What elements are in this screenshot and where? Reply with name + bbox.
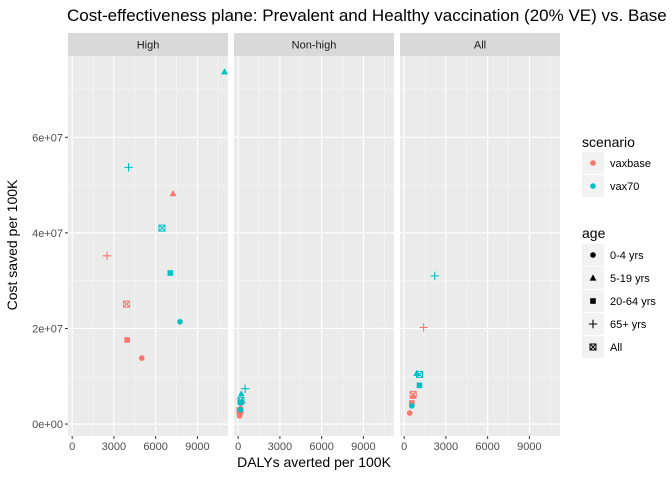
facet-strip bbox=[234, 33, 394, 56]
panel-background bbox=[400, 56, 560, 436]
data-point bbox=[409, 400, 415, 406]
data-point bbox=[240, 384, 250, 393]
facet-panel: All 0 3000 6000 9000 bbox=[400, 33, 560, 453]
x-tick-label: 3000 bbox=[102, 441, 126, 453]
data-point bbox=[221, 68, 228, 75]
data-point bbox=[169, 190, 177, 197]
x-tick-label: 9000 bbox=[517, 441, 541, 453]
data-point bbox=[102, 251, 112, 260]
data-point bbox=[409, 390, 417, 398]
legend-label: 20-64 yrs bbox=[610, 296, 656, 308]
y-tick-label: 2e+07 bbox=[32, 323, 63, 335]
data-point bbox=[124, 163, 133, 172]
legend-label: 65+ yrs bbox=[610, 319, 647, 331]
data-point bbox=[138, 355, 145, 361]
x-tick-label: 0 bbox=[235, 441, 241, 453]
facet-strip-label: High bbox=[137, 40, 160, 52]
data-point bbox=[122, 300, 130, 308]
data-point bbox=[419, 323, 428, 332]
facet-strip bbox=[400, 33, 560, 56]
data-point bbox=[409, 403, 415, 409]
legend-title: scenario bbox=[582, 134, 635, 150]
panel-background bbox=[234, 56, 394, 436]
facet-panel: High 0 3000 6000 9000 bbox=[68, 33, 228, 453]
x-tick-label: 9000 bbox=[185, 441, 209, 453]
x-tick-label: 3000 bbox=[268, 441, 292, 453]
data-point bbox=[167, 270, 174, 276]
legend: scenario vaxbase vax70 age 0-4 yrs 5-19 yrs 20… bbox=[582, 134, 656, 358]
data-point bbox=[158, 224, 166, 232]
x-tick-label: 6000 bbox=[309, 441, 333, 453]
x-tick-label: 9000 bbox=[351, 441, 375, 453]
legend-label: All bbox=[610, 342, 622, 354]
facet-strip bbox=[68, 33, 228, 56]
legend-swatch bbox=[590, 298, 596, 304]
facet-strip-label: Non-high bbox=[292, 40, 337, 52]
data-point bbox=[406, 410, 413, 416]
data-point bbox=[237, 409, 243, 416]
legend-label: 5-19 yrs bbox=[610, 273, 650, 285]
facet-strip-label: All bbox=[474, 40, 486, 52]
legend-swatch bbox=[589, 274, 597, 281]
data-point bbox=[237, 397, 245, 405]
x-tick-label: 0 bbox=[69, 441, 75, 453]
data-point bbox=[237, 399, 244, 406]
x-tick-label: 0 bbox=[401, 441, 407, 453]
data-point bbox=[237, 390, 245, 397]
data-point bbox=[430, 271, 439, 281]
data-point bbox=[177, 318, 183, 325]
y-tick-label: 6e+07 bbox=[32, 132, 63, 144]
legend-swatch bbox=[588, 319, 598, 329]
data-point bbox=[415, 370, 423, 378]
facet-panel: Non-high 0 3000 6000 9000 bbox=[234, 33, 394, 453]
legend-swatch bbox=[590, 183, 596, 189]
y-axis-title: Cost saved per 100K bbox=[4, 179, 20, 310]
legend-label: 0-4 yrs bbox=[610, 250, 644, 262]
legend-label: vaxbase bbox=[610, 158, 651, 170]
panel-background bbox=[68, 56, 228, 436]
y-tick-label: 4e+07 bbox=[32, 228, 63, 240]
x-tick-label: 6000 bbox=[475, 441, 499, 453]
legend-label: vax70 bbox=[610, 181, 639, 193]
data-point bbox=[124, 337, 130, 343]
y-axis: 0e+00 2e+07 4e+07 6e+07 bbox=[32, 132, 68, 431]
legend-swatch bbox=[590, 160, 596, 166]
legend-swatch bbox=[589, 343, 597, 351]
x-tick-label: 6000 bbox=[143, 441, 167, 453]
legend-swatch bbox=[590, 252, 596, 258]
data-point bbox=[237, 406, 244, 413]
x-tick-label: 3000 bbox=[434, 441, 458, 453]
x-axis-title: DALYs averted per 100K bbox=[237, 454, 391, 470]
chart-title: Cost-effectiveness plane: Prevalent and … bbox=[67, 6, 667, 25]
data-point bbox=[416, 382, 423, 389]
legend-title: age bbox=[582, 225, 606, 241]
y-tick-label: 0e+00 bbox=[32, 419, 63, 431]
